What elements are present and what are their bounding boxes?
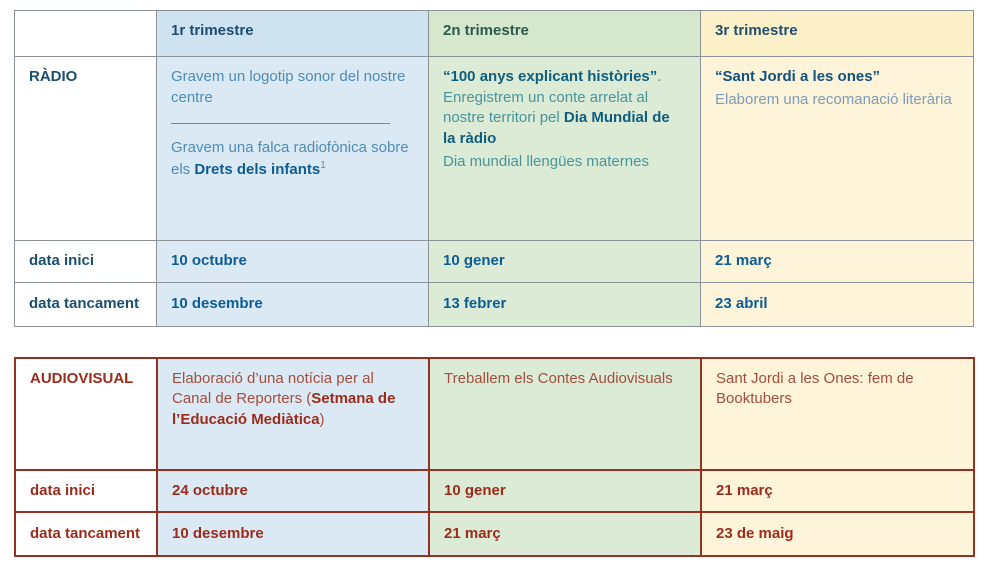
header-3r-trimestre: 3r trimestre bbox=[700, 10, 974, 57]
radio-start-3r: 21 març bbox=[700, 240, 974, 283]
radio-1r-text2: Gravem una falca radiofònica sobre els D… bbox=[171, 138, 414, 180]
radio-2n-text2: Dia mundial llengües maternes bbox=[443, 152, 649, 170]
audiovisual-start-2n: 10 gener bbox=[428, 468, 702, 514]
footnote-marker: 1 bbox=[320, 160, 326, 172]
radio-start-label: data inici bbox=[14, 240, 157, 283]
cell-divider bbox=[171, 123, 390, 125]
audiovisual-content-row: AUDIOVISUAL Elaboració d’una notícia per… bbox=[14, 356, 975, 471]
audiovisual-1r-text1: Elaboració d’una notícia per al Canal de… bbox=[172, 369, 374, 408]
audiovisual-schedule-table: AUDIOVISUAL Elaboració d’una notícia per… bbox=[14, 356, 975, 558]
audiovisual-start-3r: 21 març bbox=[700, 468, 975, 514]
audiovisual-1r-text2: ) bbox=[319, 411, 325, 429]
audiovisual-close-1r: 10 desembre bbox=[156, 511, 430, 558]
radio-start-2n: 10 gener bbox=[428, 240, 701, 283]
audiovisual-1r-bold: Setmana de l’Educació Mediàtica bbox=[172, 390, 396, 429]
corner-cell bbox=[14, 10, 157, 57]
radio-cell-1r: Gravem un logotip sonor del nostre centr… bbox=[156, 56, 429, 241]
audiovisual-cell-1r: Elaboració d’una notícia per al Canal de… bbox=[156, 356, 430, 471]
header-1r-trimestre: 1r trimestre bbox=[156, 10, 429, 57]
radio-close-3r: 23 abril bbox=[700, 281, 974, 327]
radio-1r-text2-plain: Gravem una falca radiofònica sobre els bbox=[171, 139, 409, 179]
audiovisual-close-label: data tancament bbox=[14, 511, 158, 558]
radio-cell-2n: “100 anys explicant històries”. Enregist… bbox=[428, 56, 701, 241]
audiovisual-close-3r: 23 de maig bbox=[700, 511, 975, 558]
radio-close-1r: 10 desembre bbox=[156, 281, 429, 327]
radio-3r-text1: Elaborem una recomanació literària bbox=[715, 90, 952, 108]
audiovisual-close-date-row: data tancament 10 desembre 21 març 23 de… bbox=[14, 511, 975, 558]
radio-cell-3r: “Sant Jordi a les ones” Elaborem una rec… bbox=[700, 56, 974, 241]
audiovisual-row-label: AUDIOVISUAL bbox=[14, 356, 158, 471]
radio-2n-title: “100 anys explicant històries” bbox=[443, 68, 658, 85]
audiovisual-close-2n: 21 març bbox=[428, 511, 702, 558]
radio-2n-text1: . Enregistrem un conte arrelat al nostre… bbox=[443, 68, 662, 127]
radio-content-row: RÀDIO Gravem un logotip sonor del nostre… bbox=[14, 56, 974, 241]
audiovisual-start-date-row: data inici 24 octubre 10 gener 21 març bbox=[14, 468, 975, 514]
radio-3r-title: “Sant Jordi a les ones” bbox=[715, 68, 881, 85]
radio-1r-text1: Gravem un logotip sonor del nostre centr… bbox=[171, 68, 406, 106]
audiovisual-cell-3r: Sant Jordi a les Ones: fem de Booktubers bbox=[700, 356, 975, 471]
audiovisual-start-label: data inici bbox=[14, 468, 158, 514]
radio-schedule-table: 1r trimestre 2n trimestre 3r trimestre R… bbox=[14, 10, 974, 327]
radio-row-label: RÀDIO bbox=[14, 56, 157, 241]
audiovisual-cell-2n: Treballem els Contes Audiovisuals bbox=[428, 356, 702, 471]
header-2n-trimestre: 2n trimestre bbox=[428, 10, 701, 57]
radio-2n-bold2: Dia Mundial de la ràdio bbox=[443, 109, 670, 148]
audiovisual-start-1r: 24 octubre bbox=[156, 468, 430, 514]
radio-close-date-row: data tancament 10 desembre 13 febrer 23 … bbox=[14, 281, 974, 327]
radio-start-1r: 10 octubre bbox=[156, 240, 429, 283]
radio-start-date-row: data inici 10 octubre 10 gener 21 març bbox=[14, 240, 974, 283]
radio-header-row: 1r trimestre 2n trimestre 3r trimestre bbox=[14, 10, 974, 57]
radio-1r-text2-bold: Drets dels infants bbox=[194, 161, 321, 179]
radio-close-2n: 13 febrer bbox=[428, 281, 701, 327]
radio-close-label: data tancament bbox=[14, 281, 157, 327]
